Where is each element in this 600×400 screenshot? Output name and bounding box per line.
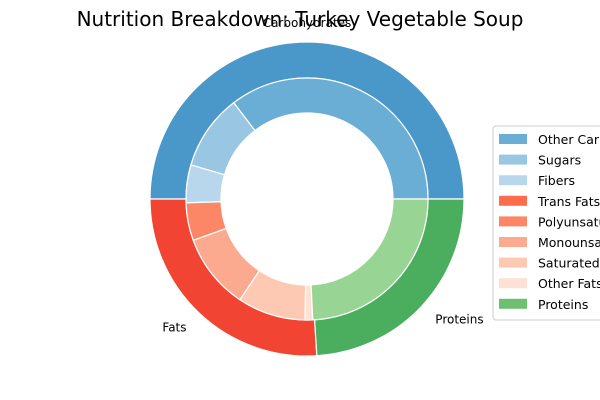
legend-swatch-fibers (499, 175, 527, 186)
legend-label-proteins: Proteins (538, 297, 588, 312)
legend-swatch-trans-fats (499, 195, 527, 206)
legend-label-fibers: Fibers (538, 173, 575, 188)
legend-swatch-other-fats (499, 278, 527, 289)
legend-label-sugars: Sugars (538, 153, 581, 168)
legend-frame (492, 125, 600, 321)
inner-wedge-proteins (310, 198, 429, 321)
legend-swatch-other-carbohydrates (499, 134, 527, 144)
inner-ring (185, 77, 429, 321)
legend-label-saturated-fats: Saturated Fats (538, 256, 600, 271)
legend-label-other-carbohydrates: Other Carbohydrates (538, 132, 600, 147)
legend: Other Carbohydrates Sugars Fibers Trans Fat… (492, 125, 600, 321)
chart-title: Nutrition Breakdown: Turkey Vegetable So… (77, 7, 524, 31)
legend-swatch-monounsaturated-fats (499, 237, 527, 247)
legend-swatch-saturated-fats (499, 257, 527, 268)
legend-swatch-polyunsaturated-fats (499, 216, 527, 227)
label-carbohydrates: Carbohydrates (263, 16, 352, 30)
outer-ring-labels: Carbohydrates Fats Proteins (162, 16, 483, 334)
legend-swatch-sugars (499, 154, 527, 165)
inner-wedge-other-carbohydrates (232, 77, 429, 200)
label-fats: Fats (162, 320, 186, 334)
label-proteins: Proteins (435, 312, 483, 326)
legend-swatch-proteins (499, 298, 527, 309)
legend-label-trans-fats: Trans Fats (537, 194, 600, 209)
legend-label-monounsaturated-fats: Monounsaturated Fats (538, 235, 600, 250)
legend-label-polyunsaturated-fats: Polyunsaturated Fats (538, 214, 600, 229)
legend-label-other-fats: Other Fats (538, 276, 600, 291)
